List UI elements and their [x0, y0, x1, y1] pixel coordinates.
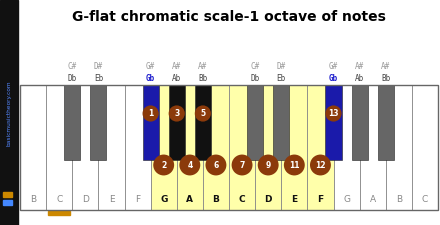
- Text: E: E: [291, 195, 297, 204]
- Text: Gb: Gb: [146, 74, 155, 83]
- Text: D: D: [264, 195, 272, 204]
- Circle shape: [153, 155, 174, 176]
- Text: Bb: Bb: [381, 74, 390, 83]
- Text: 12: 12: [315, 160, 326, 169]
- Bar: [20, 85, 438, 210]
- Circle shape: [143, 105, 159, 122]
- Text: C#: C#: [250, 62, 260, 71]
- Text: 4: 4: [187, 160, 192, 169]
- Text: Ab: Ab: [355, 74, 364, 83]
- Text: Db: Db: [250, 74, 260, 83]
- Bar: [72, 85, 99, 210]
- Text: D#: D#: [94, 62, 103, 71]
- Circle shape: [231, 155, 253, 176]
- Text: 9: 9: [266, 160, 271, 169]
- Text: E: E: [109, 195, 114, 204]
- Text: 6: 6: [213, 160, 219, 169]
- Text: B: B: [30, 195, 36, 204]
- Circle shape: [180, 155, 200, 176]
- Circle shape: [326, 105, 341, 122]
- Bar: [125, 85, 150, 210]
- Text: 3: 3: [174, 109, 180, 118]
- Bar: [334, 85, 359, 210]
- Text: D#: D#: [277, 62, 286, 71]
- Text: Gb: Gb: [329, 74, 338, 83]
- Circle shape: [169, 105, 185, 122]
- Bar: [90, 85, 106, 160]
- Text: B: B: [396, 195, 402, 204]
- Bar: [386, 85, 412, 210]
- Bar: [3, 192, 12, 197]
- Bar: [359, 85, 386, 210]
- Bar: [247, 85, 263, 160]
- Bar: [48, 211, 70, 215]
- Bar: [255, 85, 281, 210]
- Text: A#: A#: [355, 62, 364, 71]
- Text: Ab: Ab: [172, 74, 181, 83]
- Text: C#: C#: [68, 62, 77, 71]
- Text: G-flat chromatic scale-1 octave of notes: G-flat chromatic scale-1 octave of notes: [72, 10, 386, 24]
- Text: Bb: Bb: [198, 74, 208, 83]
- Text: 5: 5: [200, 109, 205, 118]
- Bar: [229, 85, 255, 210]
- Bar: [326, 85, 341, 160]
- Text: A: A: [370, 195, 376, 204]
- Bar: [20, 85, 46, 210]
- Bar: [308, 85, 334, 210]
- Text: G#: G#: [146, 62, 155, 71]
- Text: C: C: [239, 195, 246, 204]
- Bar: [412, 85, 438, 210]
- Bar: [378, 85, 394, 160]
- Text: G: G: [160, 195, 167, 204]
- Text: C: C: [422, 195, 428, 204]
- Bar: [203, 85, 229, 210]
- Bar: [99, 85, 125, 210]
- Text: F: F: [135, 195, 140, 204]
- Bar: [273, 85, 290, 160]
- Text: 11: 11: [289, 160, 300, 169]
- Circle shape: [284, 155, 305, 176]
- Bar: [352, 85, 368, 160]
- Text: G: G: [343, 195, 350, 204]
- Text: 7: 7: [239, 160, 245, 169]
- Circle shape: [310, 155, 331, 176]
- Bar: [64, 85, 81, 160]
- Circle shape: [258, 155, 279, 176]
- Text: G#: G#: [329, 62, 338, 71]
- Text: C: C: [56, 195, 62, 204]
- Text: F: F: [317, 195, 323, 204]
- Text: basicmusictheory.com: basicmusictheory.com: [7, 80, 11, 146]
- Bar: [169, 85, 185, 160]
- Text: B: B: [213, 195, 220, 204]
- Text: A: A: [186, 195, 193, 204]
- Text: Eb: Eb: [277, 74, 286, 83]
- Text: A#: A#: [172, 62, 181, 71]
- Bar: [195, 85, 211, 160]
- Text: Eb: Eb: [94, 74, 103, 83]
- Text: D: D: [82, 195, 89, 204]
- Bar: [150, 85, 177, 210]
- Bar: [46, 85, 72, 210]
- Bar: [0, 0, 18, 225]
- Text: 2: 2: [161, 160, 166, 169]
- Text: 1: 1: [148, 109, 153, 118]
- Circle shape: [205, 155, 227, 176]
- Text: A#: A#: [381, 62, 390, 71]
- Circle shape: [195, 105, 211, 122]
- Bar: [143, 85, 159, 160]
- Text: A#: A#: [198, 62, 208, 71]
- Bar: [3, 200, 12, 205]
- Bar: [177, 85, 203, 210]
- Bar: [281, 85, 308, 210]
- Text: 13: 13: [328, 109, 339, 118]
- Text: Db: Db: [68, 74, 77, 83]
